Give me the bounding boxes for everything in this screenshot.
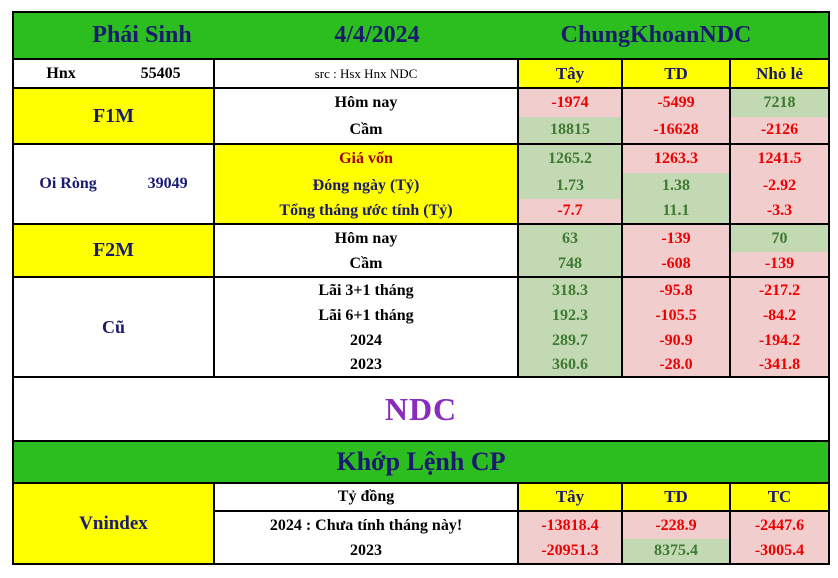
cell-vni2023-td[interactable]: 8375.4 <box>623 539 731 563</box>
report-date: 4/4/2024 <box>334 22 420 48</box>
oirong-label: Oi Ròng <box>39 175 97 192</box>
cell-vni2023-tay[interactable]: -20951.3 <box>519 539 623 563</box>
cell-f1m-homnay-tay[interactable]: -1974 <box>519 89 623 117</box>
cell-f2m-cam-label[interactable]: Cầm <box>215 252 519 278</box>
cell-f2m-cam-nhole[interactable]: -139 <box>731 252 828 278</box>
section-label-oirong[interactable]: Oi Ròng 39049 <box>14 145 215 225</box>
exchange-value: 55405 <box>140 64 181 82</box>
cell-f1m-homnay-td[interactable]: -5499 <box>623 89 731 117</box>
cell-f2m-homnay-td[interactable]: -139 <box>623 225 731 252</box>
cell-giavon-tay[interactable]: 1265.2 <box>519 145 623 173</box>
cell-giavon-td[interactable]: 1263.3 <box>623 145 731 173</box>
cell-vni2024-tc[interactable]: -2447.6 <box>731 512 828 539</box>
col-header-tay[interactable]: Tây <box>519 60 623 89</box>
cell-lai31-label[interactable]: Lãi 3+1 tháng <box>215 278 519 303</box>
col-header-vni-tc[interactable]: TC <box>731 484 828 512</box>
cell-cu2024-td[interactable]: -90.9 <box>623 328 731 353</box>
cell-cu2023-tay[interactable]: 360.6 <box>519 353 623 378</box>
cell-dongngay-tay[interactable]: 1.73 <box>519 173 623 199</box>
cell-dongngay-nhole[interactable]: -2.92 <box>731 173 828 199</box>
cell-tongthang-td[interactable]: 11.1 <box>623 199 731 225</box>
cell-lai61-td[interactable]: -105.5 <box>623 303 731 328</box>
cell-cu2023-nhole[interactable]: -341.8 <box>731 353 828 378</box>
cell-lai61-tay[interactable]: 192.3 <box>519 303 623 328</box>
cell-vni2024-label[interactable]: 2024 : Chưa tính tháng này! <box>215 512 519 539</box>
cell-f1m-cam-td[interactable]: -16628 <box>623 117 731 145</box>
cell-f1m-cam-nhole[interactable]: -2126 <box>731 117 828 145</box>
cell-vni2024-tay[interactable]: -13818.4 <box>519 512 623 539</box>
exchange-label: Hnx <box>46 64 76 82</box>
khop-lenh-banner: Khớp Lệnh CP <box>14 442 828 484</box>
page-title: Phái Sinh <box>92 22 192 48</box>
title-bar: Phái Sinh 4/4/2024 ChungKhoanNDC <box>14 13 828 60</box>
cell-f1m-homnay-nhole[interactable]: 7218 <box>731 89 828 117</box>
cell-cu2024-tay[interactable]: 289.7 <box>519 328 623 353</box>
cell-vni2024-td[interactable]: -228.9 <box>623 512 731 539</box>
cell-lai31-td[interactable]: -95.8 <box>623 278 731 303</box>
cell-f2m-cam-tay[interactable]: 748 <box>519 252 623 278</box>
ndc-banner: NDC <box>14 378 828 442</box>
section-label-f1m[interactable]: F1M <box>14 89 215 145</box>
section-label-vnindex[interactable]: Vnindex <box>14 484 215 563</box>
col-header-vni-tay[interactable]: Tây <box>519 484 623 512</box>
cell-f1m-cam-label[interactable]: Cầm <box>215 117 519 145</box>
cell-cu2023-td[interactable]: -28.0 <box>623 353 731 378</box>
cell-lai31-tay[interactable]: 318.3 <box>519 278 623 303</box>
cell-tongthang-tay[interactable]: -7.7 <box>519 199 623 225</box>
col-header-td[interactable]: TD <box>623 60 731 89</box>
cell-lai61-nhole[interactable]: -84.2 <box>731 303 828 328</box>
col-header-vni-td[interactable]: TD <box>623 484 731 512</box>
cell-cu2024-nhole[interactable]: -194.2 <box>731 328 828 353</box>
cell-tongthang-label[interactable]: Tổng tháng ước tính (Tỷ) <box>215 199 519 225</box>
cell-f2m-homnay-tay[interactable]: 63 <box>519 225 623 252</box>
cell-source[interactable]: src : Hsx Hnx NDC <box>215 60 519 89</box>
cell-f2m-homnay-label[interactable]: Hôm nay <box>215 225 519 252</box>
cell-f2m-homnay-nhole[interactable]: 70 <box>731 225 828 252</box>
cell-f1m-cam-tay[interactable]: 18815 <box>519 117 623 145</box>
cell-tongthang-nhole[interactable]: -3.3 <box>731 199 828 225</box>
cell-lai61-label[interactable]: Lãi 6+1 tháng <box>215 303 519 328</box>
section-label-f2m[interactable]: F2M <box>14 225 215 278</box>
cell-lai31-nhole[interactable]: -217.2 <box>731 278 828 303</box>
cell-exchange[interactable]: Hnx 55405 <box>14 60 215 89</box>
cell-giavon-nhole[interactable]: 1241.5 <box>731 145 828 173</box>
derivatives-sheet: Phái Sinh 4/4/2024 ChungKhoanNDC Hnx 554… <box>12 11 830 565</box>
cell-giavon-label[interactable]: Giá vốn <box>215 145 519 173</box>
cell-tydong-label[interactable]: Tỷ đồng <box>215 484 519 512</box>
section-label-cu[interactable]: Cũ <box>14 278 215 378</box>
cell-f2m-cam-td[interactable]: -608 <box>623 252 731 278</box>
cell-vni2023-label[interactable]: 2023 <box>215 539 519 563</box>
col-header-nhole[interactable]: Nhỏ lẻ <box>731 60 828 89</box>
cell-dongngay-label[interactable]: Đóng ngày (Tỷ) <box>215 173 519 199</box>
cell-cu2024-label[interactable]: 2024 <box>215 328 519 353</box>
cell-f1m-homnay-label[interactable]: Hôm nay <box>215 89 519 117</box>
cell-dongngay-td[interactable]: 1.38 <box>623 173 731 199</box>
cell-cu2023-label[interactable]: 2023 <box>215 353 519 378</box>
cell-vni2023-tc[interactable]: -3005.4 <box>731 539 828 563</box>
brand-name: ChungKhoanNDC <box>560 22 752 48</box>
oirong-value: 39049 <box>147 175 188 192</box>
